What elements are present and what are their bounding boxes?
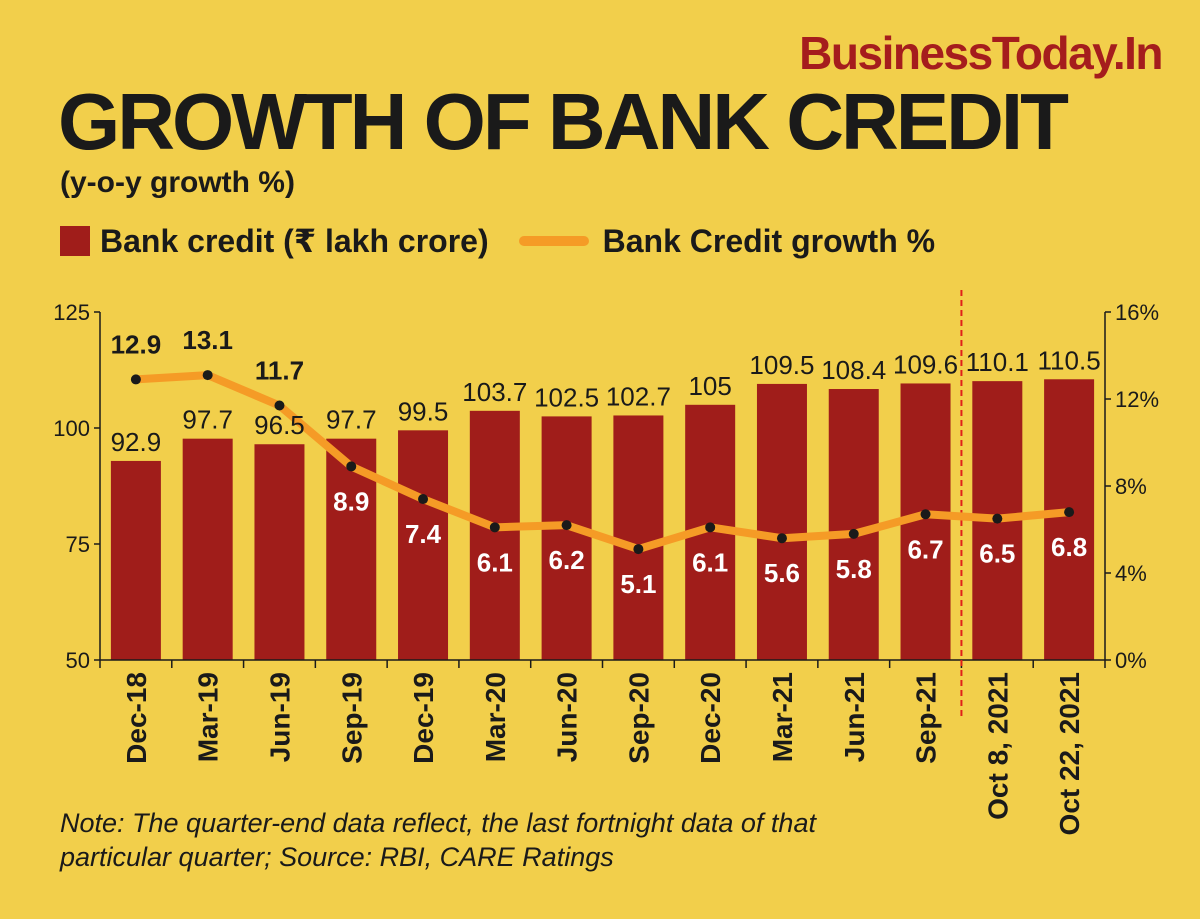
- growth-value-label: 5.1: [620, 569, 656, 599]
- growth-value-label: 6.1: [477, 547, 513, 577]
- legend-bar-swatch: [60, 226, 90, 256]
- data-labels: 92.9 97.7 96.5 97.7 99.5 103.7 102.5 102.7 105 10…: [111, 325, 1101, 599]
- bar: [398, 430, 449, 660]
- chart-subtitle: (y-o-y growth %): [60, 166, 295, 199]
- x-category-label: Oct 22, 2021: [1054, 672, 1085, 835]
- x-category-label: Dec-18: [121, 672, 152, 764]
- bar-value-label: 103.7: [462, 377, 527, 407]
- x-category-label: Jun-21: [839, 672, 870, 762]
- y-left-tick-label: 75: [66, 532, 90, 557]
- bar-value-label: 97.7: [182, 405, 233, 435]
- bar-value-label: 110.1: [966, 347, 1029, 377]
- bar: [613, 415, 664, 660]
- x-category-label: Jun-20: [552, 672, 583, 762]
- x-category-label: Jun-19: [264, 672, 295, 762]
- bar-value-label: 96.5: [254, 410, 305, 440]
- growth-marker: [1064, 507, 1075, 518]
- growth-marker: [561, 520, 572, 531]
- growth-marker: [130, 374, 141, 385]
- growth-marker: [274, 400, 285, 411]
- x-category-label: Mar-19: [193, 672, 224, 762]
- y-left-tick-label: 125: [53, 300, 90, 325]
- growth-marker: [489, 522, 500, 533]
- legend-line-label: Bank Credit growth %: [602, 222, 936, 259]
- bar-value-label: 99.5: [398, 396, 449, 426]
- y-right-tick-label: 8%: [1115, 474, 1147, 499]
- bar: [182, 438, 233, 660]
- axes: 125 100 75 50 16% 12% 8% 4% 0% Dec-18 Mar-19 Jun-19…: [53, 290, 1159, 835]
- growth-value-label: 8.9: [333, 486, 369, 516]
- growth-marker: [346, 461, 357, 472]
- growth-value-label: 5.6: [764, 558, 800, 588]
- growth-marker: [633, 544, 644, 555]
- y-right-tick-label: 0%: [1115, 648, 1147, 673]
- growth-marker: [202, 370, 213, 381]
- growth-line: [131, 371, 1074, 554]
- bar-value-label: 108.4: [821, 355, 886, 385]
- x-category-label: Dec-19: [408, 672, 439, 764]
- bar-value-label: 105: [688, 371, 731, 401]
- x-category-label: Mar-21: [767, 672, 798, 762]
- y-right-tick-label: 4%: [1115, 561, 1147, 586]
- bar: [254, 444, 305, 660]
- growth-value-label: 6.7: [907, 534, 943, 564]
- x-category-label: Sep-20: [623, 672, 654, 764]
- y-left-tick-label: 100: [53, 416, 90, 441]
- growth-value-label: 5.8: [836, 554, 872, 584]
- bar: [469, 410, 520, 660]
- legend-line-swatch: [518, 236, 589, 246]
- bar-value-label: 97.7: [326, 405, 377, 435]
- bar-value-label: 92.9: [111, 427, 162, 457]
- growth-value-label: 6.5: [979, 539, 1015, 569]
- legend-bar-label: Bank credit (₹ lakh crore): [100, 223, 489, 259]
- growth-marker: [776, 533, 787, 544]
- legend: Bank credit (₹ lakh crore) Bank Credit g…: [60, 222, 935, 260]
- chart-title: GROWTH OF BANK CREDIT: [58, 77, 1069, 166]
- y-right-tick-label: 16%: [1115, 300, 1159, 325]
- bar: [110, 460, 161, 660]
- source-note: Note: The quarter-end data reflect, the …: [60, 808, 816, 872]
- bar-value-label: 102.5: [534, 382, 599, 412]
- growth-value-label: 11.7: [255, 356, 304, 386]
- growth-value-label: 7.4: [405, 519, 442, 549]
- growth-value-label: 6.1: [692, 547, 728, 577]
- bar-value-label: 102.7: [606, 381, 671, 411]
- growth-value-label: 6.2: [549, 545, 585, 575]
- y-right-tick-label: 12%: [1115, 387, 1159, 412]
- brand-logo: BusinessToday.In: [799, 27, 1163, 79]
- growth-marker: [418, 494, 429, 505]
- x-category-label: Sep-19: [336, 672, 367, 764]
- x-category-label: Sep-21: [911, 672, 942, 764]
- x-category-label: Mar-20: [480, 672, 511, 762]
- bar: [541, 416, 592, 660]
- bar-value-label: 109.6: [893, 349, 958, 379]
- growth-marker: [992, 513, 1003, 524]
- growth-marker: [705, 522, 716, 533]
- growth-value-label: 12.9: [111, 329, 162, 359]
- x-category-label: Oct 8, 2021: [982, 672, 1013, 820]
- growth-marker: [920, 509, 931, 520]
- growth-value-label: 6.8: [1051, 532, 1087, 562]
- bar-value-label: 109.5: [749, 350, 814, 380]
- bar-value-label: 110.5: [1038, 345, 1101, 375]
- growth-line-series: [130, 370, 1075, 555]
- growth-marker: [848, 528, 859, 539]
- y-left-tick-label: 50: [66, 648, 90, 673]
- growth-value-label: 13.1: [182, 325, 233, 355]
- bar: [828, 389, 879, 660]
- bar: [756, 383, 807, 660]
- bar: [1044, 379, 1095, 660]
- x-category-label: Dec-20: [695, 672, 726, 764]
